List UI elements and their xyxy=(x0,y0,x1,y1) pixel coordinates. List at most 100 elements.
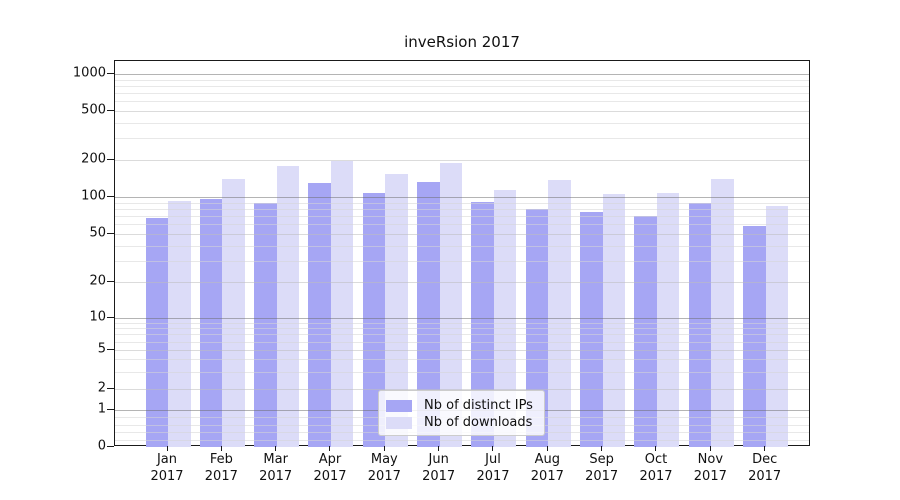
x-axis-tick xyxy=(492,446,494,451)
bar-nb-of-distinct-ips-nov xyxy=(688,202,712,447)
gridline xyxy=(115,101,809,103)
y-axis-label: 100 xyxy=(81,188,106,204)
bar-nb-of-downloads-dec xyxy=(765,205,789,447)
y-axis-label: 2 xyxy=(97,380,106,396)
x-axis-label-year: 2017 xyxy=(748,469,782,484)
gridline xyxy=(115,79,809,81)
gridline xyxy=(115,138,809,140)
y-axis-tick xyxy=(107,445,114,447)
gridline xyxy=(115,111,809,112)
x-axis-label-year: 2017 xyxy=(422,469,456,484)
bar-nb-of-distinct-ips-dec xyxy=(743,226,766,447)
y-axis-tick xyxy=(107,72,114,74)
x-axis-label: Jun 2017 xyxy=(411,451,467,485)
y-axis-tick xyxy=(107,232,114,234)
x-axis-label-year: 2017 xyxy=(585,469,619,484)
x-axis-label-month: Mar xyxy=(263,452,288,467)
x-axis-tick xyxy=(275,446,277,451)
y-axis-label: 5 xyxy=(97,341,106,357)
x-axis-label: Dec 2017 xyxy=(737,451,793,485)
x-axis-tick xyxy=(383,446,385,451)
x-axis-label-year: 2017 xyxy=(259,469,293,484)
bar-nb-of-downloads-apr xyxy=(330,161,354,447)
x-axis-tick xyxy=(709,446,711,451)
x-axis-label-month: Jul xyxy=(485,452,501,467)
legend-label-distinct-ips: Nb of distinct IPs xyxy=(424,398,533,413)
bar-nb-of-downloads-sep xyxy=(602,194,626,447)
x-axis-tick xyxy=(655,446,657,451)
x-axis-label: Apr 2017 xyxy=(302,451,358,485)
x-axis-label-month: Apr xyxy=(318,452,342,467)
x-axis-label-year: 2017 xyxy=(530,469,564,484)
x-axis-label-month: Jun xyxy=(428,452,449,467)
gridline xyxy=(115,74,809,75)
x-axis-label-year: 2017 xyxy=(639,469,673,484)
bar-nb-of-downloads-feb xyxy=(222,179,245,447)
bar-nb-of-distinct-ips-sep xyxy=(580,212,603,447)
y-axis-label: 10 xyxy=(89,309,106,325)
bar-nb-of-distinct-ips-jan xyxy=(145,218,168,447)
x-axis-tick xyxy=(220,446,222,451)
x-axis-label-year: 2017 xyxy=(150,469,184,484)
x-axis-label-month: Nov xyxy=(697,452,724,467)
legend: Nb of distinct IPs Nb of downloads xyxy=(378,390,545,436)
x-axis-tick xyxy=(438,446,440,451)
legend-swatch-distinct-ips xyxy=(386,399,412,412)
x-axis-label: Oct 2017 xyxy=(628,451,684,485)
bar-nb-of-distinct-ips-jul xyxy=(471,202,494,447)
y-axis-tick xyxy=(107,348,114,350)
y-axis-tick xyxy=(107,387,114,389)
x-axis-label-month: Oct xyxy=(644,452,668,467)
y-axis-tick xyxy=(107,158,114,160)
x-axis-label: Sep 2017 xyxy=(574,451,630,485)
y-axis-label: 50 xyxy=(89,225,106,241)
bar-nb-of-downloads-oct xyxy=(656,193,680,447)
bar-nb-of-downloads-may xyxy=(385,173,408,447)
plot-area xyxy=(114,60,810,447)
x-axis-label: Jul 2017 xyxy=(465,451,521,485)
y-axis-tick xyxy=(107,109,114,111)
x-axis-label-year: 2017 xyxy=(204,469,238,484)
x-axis-label: Feb 2017 xyxy=(193,451,249,485)
x-axis-label-month: May xyxy=(370,452,398,467)
x-axis-label-month: Aug xyxy=(534,452,561,467)
x-axis-tick xyxy=(601,446,603,451)
bar-nb-of-distinct-ips-aug xyxy=(525,208,549,447)
y-axis-label: 500 xyxy=(81,102,106,118)
x-axis-label-year: 2017 xyxy=(476,469,510,484)
y-axis-label: 1 xyxy=(97,401,106,417)
x-axis-label-year: 2017 xyxy=(313,469,347,484)
chart-title: inveRsion 2017 xyxy=(404,33,520,51)
x-axis-label: May 2017 xyxy=(356,451,412,485)
bar-nb-of-downloads-mar xyxy=(276,165,300,447)
gridline xyxy=(115,85,809,87)
bar-nb-of-distinct-ips-jun xyxy=(417,182,440,447)
x-axis-label-year: 2017 xyxy=(367,469,401,484)
x-axis-label: Nov 2017 xyxy=(682,451,738,485)
bar-nb-of-downloads-jun xyxy=(439,162,463,447)
legend-swatch-downloads xyxy=(386,416,412,429)
x-axis-label: Mar 2017 xyxy=(248,451,304,485)
y-axis-label: 1000 xyxy=(72,65,106,81)
y-axis-tick xyxy=(107,280,114,282)
bar-nb-of-distinct-ips-mar xyxy=(254,202,277,447)
y-axis-tick xyxy=(107,316,114,318)
y-axis-label: 20 xyxy=(89,273,106,289)
y-axis-tick xyxy=(107,195,114,197)
bar-nb-of-distinct-ips-may xyxy=(362,192,386,447)
bar-nb-of-distinct-ips-feb xyxy=(199,199,223,447)
x-axis-label-month: Feb xyxy=(209,452,233,467)
x-axis-label-year: 2017 xyxy=(693,469,727,484)
x-axis-label-month: Jan xyxy=(156,452,178,467)
bar-nb-of-downloads-aug xyxy=(548,179,571,447)
legend-item-downloads: Nb of downloads xyxy=(386,414,536,431)
gridline xyxy=(115,93,809,95)
gridline xyxy=(115,122,809,124)
legend-item-distinct-ips: Nb of distinct IPs xyxy=(386,397,536,414)
x-axis-label-month: Dec xyxy=(752,452,778,467)
y-axis-tick xyxy=(107,408,114,410)
x-axis-tick xyxy=(764,446,766,451)
x-axis-label: Aug 2017 xyxy=(519,451,575,485)
bar-nb-of-distinct-ips-oct xyxy=(634,216,657,447)
